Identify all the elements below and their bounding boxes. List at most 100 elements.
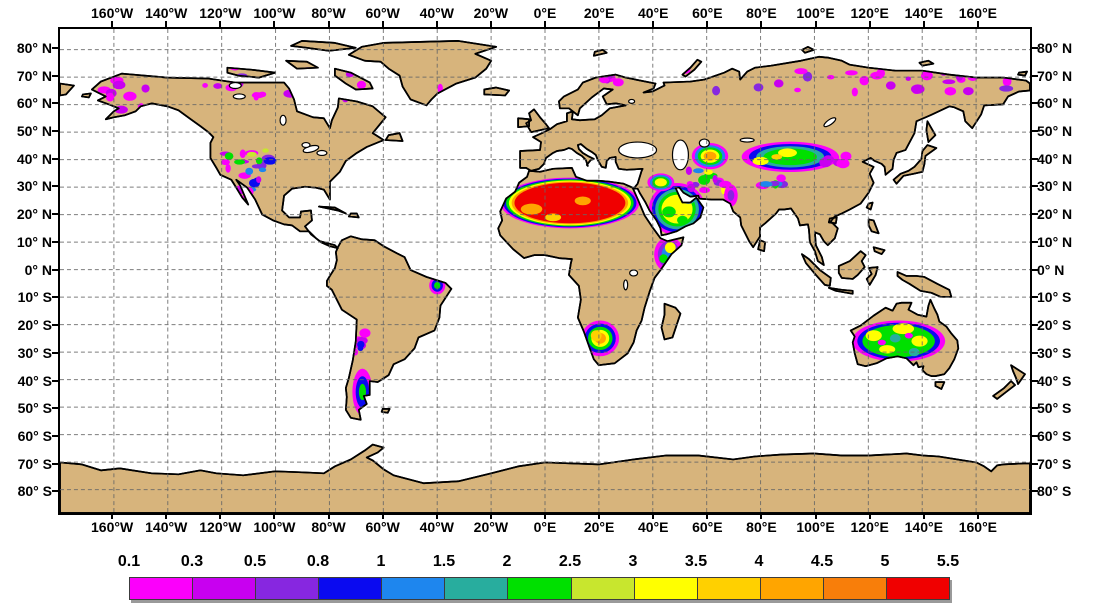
lat-tick-label-right: 40° S [1037, 372, 1072, 389]
colorbar-tick-label: 0.8 [306, 553, 330, 570]
inland-seas-and-lakes [228, 81, 837, 291]
dust-speckle-tibet [776, 174, 786, 182]
colorbar-tick-label: 5.5 [936, 553, 960, 570]
lon-tick-label-top: 140°E [904, 5, 943, 21]
colorbar-segment [634, 578, 698, 599]
great-bear-lake [228, 81, 242, 90]
lon-tick-label-bottom: 140°E [904, 519, 943, 535]
lat-tick-label-right: 60° N [1037, 95, 1073, 112]
lon-tick-mark-top [760, 21, 763, 27]
lat-tick-label-left: 60° S [17, 427, 52, 444]
lat-tick-mark-left [52, 434, 58, 437]
dust-speckle-arctic-russia [845, 70, 858, 76]
dust-region-indus-level-0.5 [727, 189, 735, 201]
lat-tick-mark-right [1032, 213, 1038, 216]
dust-spot-australia [889, 334, 901, 343]
lat-tick-label-right: 10° N [1037, 233, 1073, 250]
dust-speckle-arctic-canada [356, 80, 367, 89]
lon-tick-mark-top [544, 21, 546, 27]
lat-tick-mark-right [1032, 407, 1038, 410]
colorbar-segment [256, 578, 320, 599]
lon-tick-mark-top [273, 21, 276, 27]
lon-tick-label-bottom: 60°W [365, 519, 400, 535]
dust-speckle-arctic-russia [712, 85, 721, 96]
map-frame [58, 27, 1032, 515]
lon-tick-mark-top [219, 21, 222, 27]
dust-speckle-us-southwest [256, 176, 262, 184]
lon-tick-mark-top [111, 21, 114, 27]
lat-tick-label-right: 50° N [1037, 122, 1073, 139]
lon-tick-mark-bottom [273, 513, 276, 519]
great-lakes-erie-ontario [316, 149, 328, 157]
lat-tick-label-right: 60° S [1037, 427, 1072, 444]
lat-tick-mark-right [1032, 462, 1038, 465]
colorbar-segment [130, 578, 194, 599]
lat-tick-label-left: 10° N [16, 233, 52, 250]
lon-tick-mark-bottom [814, 513, 817, 519]
lat-tick-label-right: 20° N [1037, 206, 1073, 223]
colorbar-tick-label: 4 [754, 553, 764, 570]
lat-tick-mark-left [52, 157, 58, 160]
colorbar-tick-label: 0.1 [117, 553, 141, 570]
dust-speckle-us-southwest [245, 167, 254, 175]
colorbar-segment [823, 578, 887, 599]
dust-region-ne-brazil-level-2 [434, 281, 441, 290]
dust-spot-australia [911, 335, 928, 347]
lat-tick-label-left: 20° S [17, 317, 52, 334]
lon-tick-label-top: 160°W [91, 5, 134, 21]
lat-tick-label-right: 40° N [1037, 150, 1073, 167]
colorbar-segment [571, 578, 635, 599]
lon-tick-mark-bottom [760, 513, 763, 519]
dust-speckle-iran-balochistan [687, 183, 696, 193]
lat-tick-label-left: 40° S [17, 372, 52, 389]
lon-tick-label-bottom: 140°W [145, 519, 188, 535]
colorbar-tick-label: 3.5 [684, 553, 708, 570]
lat-tick-mark-right [1032, 490, 1038, 493]
caspian-sea [671, 139, 690, 171]
dust-speckle-us-southwest [258, 167, 267, 173]
dust-speckle-us-southwest [234, 159, 246, 165]
dust-speckle-alaska [105, 92, 115, 102]
lat-tick-mark-left [52, 46, 58, 49]
lake-balkhash [739, 137, 755, 143]
colorbar-tick-label: 0.5 [243, 553, 267, 570]
lat-tick-label-left: 60° N [16, 95, 52, 112]
lat-tick-label-right: 80° N [1037, 39, 1073, 56]
dust-speckle-arctic-russia [942, 79, 956, 85]
dust-speckle-andes [359, 328, 371, 338]
lat-tick-mark-right [1032, 102, 1038, 105]
lat-tick-mark-right [1032, 129, 1038, 132]
dust-speckle-alaska [112, 80, 126, 90]
dust-speckle-iran-balochistan [699, 186, 711, 194]
dust-speckle-arctic-russia [851, 87, 858, 97]
lon-tick-mark-top [327, 21, 330, 27]
dust-speckle-iran-balochistan [712, 174, 718, 184]
lat-tick-label-left: 0° N [24, 261, 52, 278]
lat-tick-label-right: 70° S [1037, 455, 1072, 472]
lon-tick-label-bottom: 120°E [850, 519, 889, 535]
dust-speckle-iran-balochistan [698, 174, 711, 185]
lon-tick-label-bottom: 120°W [199, 519, 242, 535]
dust-speckle-arctic-russia [859, 75, 870, 86]
colorbar-tick-label: 5 [880, 553, 890, 570]
lon-tick-label-top: 120°W [199, 5, 242, 21]
colorbar-segment [382, 578, 446, 599]
colorbar-segment [319, 578, 383, 599]
dust-spot-sahara [520, 203, 543, 215]
lon-tick-mark-top [435, 21, 438, 27]
lat-tick-mark-right [1032, 74, 1038, 77]
dust-speckle-arctic-russia [921, 70, 933, 81]
dust-spot-arabia [662, 206, 676, 218]
colorbar-segment [445, 578, 509, 599]
lon-tick-label-bottom: 80°W [311, 519, 346, 535]
lat-tick-mark-left [52, 379, 58, 382]
dust-spot-sahara [545, 213, 562, 222]
colorbar-tick-label: 3 [628, 553, 638, 570]
lon-tick-label-top: 160°E [958, 5, 998, 21]
dust-spot-arabia [677, 215, 688, 225]
lake-winnipeg [279, 114, 287, 126]
lat-tick-mark-right [1032, 434, 1038, 437]
lon-tick-mark-bottom [652, 513, 655, 519]
dust-speckle-iran-balochistan [685, 166, 692, 175]
dust-speckle-arctic-russia [794, 68, 808, 75]
